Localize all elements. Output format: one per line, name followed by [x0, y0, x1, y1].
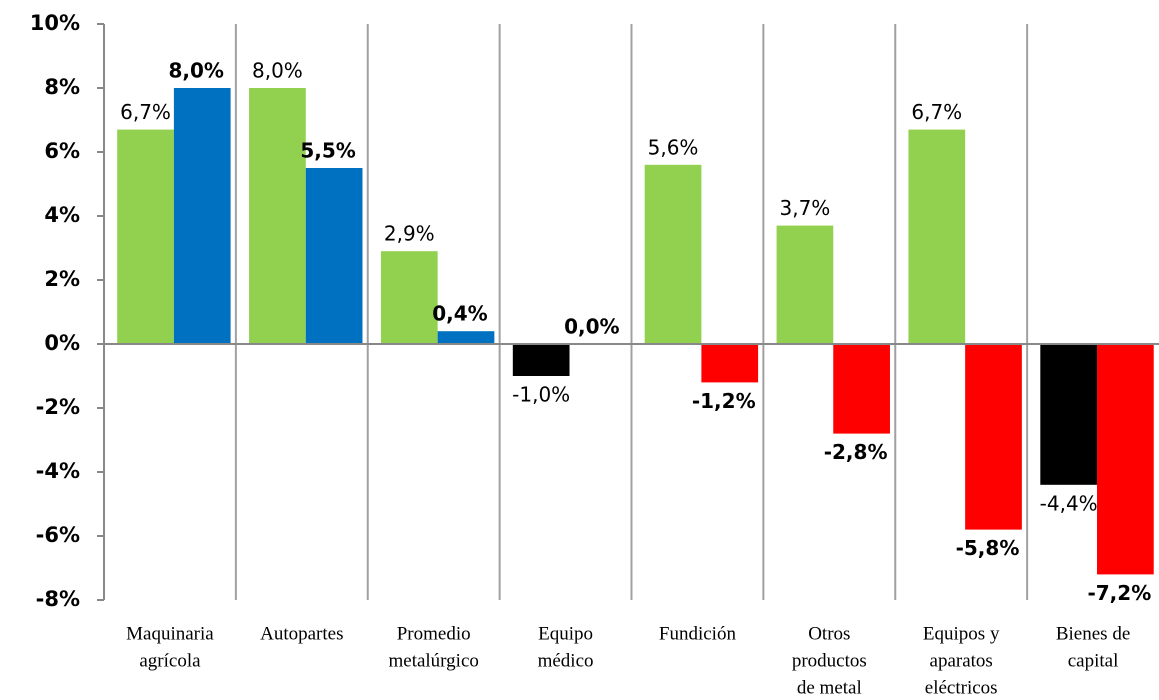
y-tick-label: -2% — [36, 395, 80, 419]
x-tick-label: agrícola — [139, 650, 201, 671]
data-label: 0,0% — [564, 315, 619, 339]
y-tick-label: 6% — [44, 139, 80, 163]
x-tick-label: capital — [1068, 650, 1119, 671]
bar — [1097, 344, 1154, 575]
data-label: -2,8% — [824, 440, 888, 464]
data-label: 0,4% — [432, 302, 487, 326]
data-label: 8,0% — [252, 59, 303, 83]
bar — [644, 164, 702, 344]
x-tick-label: Bienes de — [1056, 623, 1130, 644]
data-label: -1,2% — [692, 389, 756, 413]
data-label: 3,7% — [780, 196, 831, 220]
bar — [117, 129, 174, 344]
data-label: -7,2% — [1087, 581, 1151, 605]
bar — [965, 344, 1022, 530]
x-tick-label: aparatos — [930, 650, 993, 671]
x-tick-label: Fundición — [659, 623, 737, 644]
y-tick-label: -8% — [36, 587, 80, 611]
bar — [173, 88, 231, 344]
data-label: 8,0% — [169, 59, 224, 83]
x-tick-label: Equipos y — [923, 623, 1000, 644]
y-tick-label: 2% — [44, 267, 80, 291]
bar — [908, 129, 966, 344]
bar — [1040, 344, 1098, 485]
y-tick-label: 0% — [44, 331, 80, 355]
data-label: 5,5% — [300, 139, 355, 163]
data-label: 6,7% — [120, 100, 171, 124]
data-label: 2,9% — [384, 222, 435, 246]
data-label: 6,7% — [911, 100, 962, 124]
x-tick-label: Equipo — [538, 623, 593, 644]
x-tick-label: productos — [792, 650, 867, 671]
x-tick-label: de metal — [797, 677, 862, 698]
bar — [833, 344, 890, 434]
x-tick-label: metalúrgico — [388, 650, 478, 671]
bar — [249, 88, 306, 344]
data-label: -1,0% — [512, 383, 570, 407]
y-tick-label: 4% — [44, 203, 80, 227]
bar — [380, 251, 438, 344]
bar — [701, 344, 759, 383]
y-tick-label: 10% — [30, 11, 80, 35]
y-tick-label: -6% — [36, 523, 80, 547]
data-label: 5,6% — [648, 135, 699, 159]
x-tick-label: médico — [538, 650, 594, 671]
y-tick-label: 8% — [44, 75, 80, 99]
x-tick-label: Maquinaria — [126, 623, 214, 644]
bar — [512, 344, 570, 376]
y-tick-label: -4% — [36, 459, 80, 483]
x-tick-label: eléctricos — [925, 677, 998, 698]
bar — [305, 168, 363, 344]
x-tick-label: Otros — [808, 623, 850, 644]
x-tick-label: Promedio — [397, 623, 471, 644]
bar — [437, 331, 495, 344]
data-label: -5,8% — [956, 536, 1020, 560]
data-label: -4,4% — [1040, 491, 1098, 515]
bar — [776, 225, 834, 344]
x-tick-label: Autopartes — [260, 623, 343, 644]
